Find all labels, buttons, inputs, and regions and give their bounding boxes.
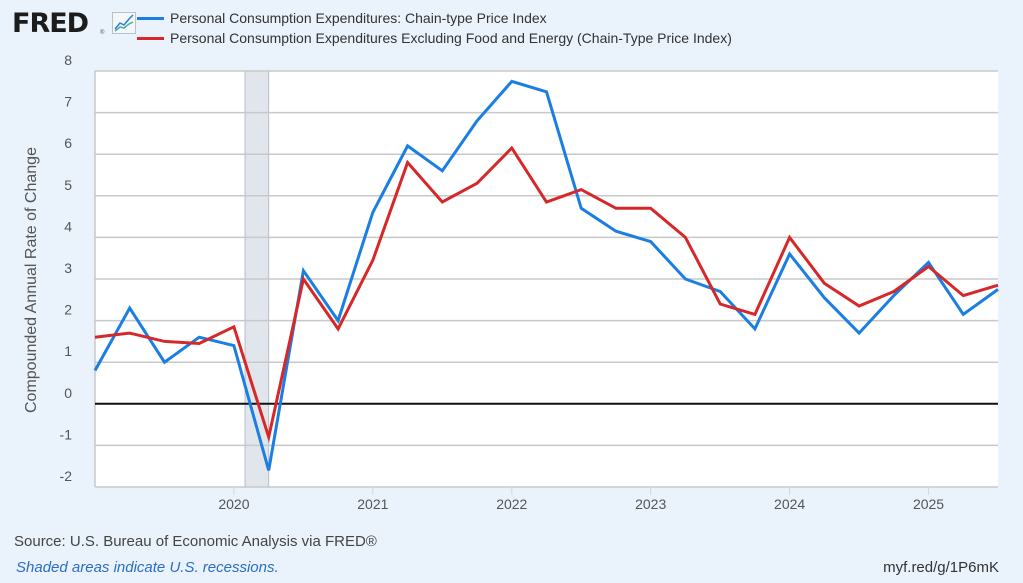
series-layer <box>93 79 999 471</box>
y-tick-label: 1 <box>64 343 72 359</box>
x-tick-label: 2021 <box>357 496 388 512</box>
y-tick-label: 5 <box>64 177 72 193</box>
x-tick-label: 2024 <box>774 496 805 512</box>
short-url[interactable]: myf.red/g/1P6mK <box>883 559 999 576</box>
y-tick-label: 7 <box>64 94 72 110</box>
y-tick-label: -2 <box>60 468 73 484</box>
series-line-core-pce <box>94 145 999 443</box>
y-tick-label: -1 <box>60 426 73 442</box>
y-tick-label: 3 <box>64 260 72 276</box>
y-tick-label: 4 <box>64 218 72 234</box>
fred-logo[interactable]: FRED <box>12 8 89 39</box>
line-chart-icon <box>112 12 136 34</box>
x-tick-label: 2023 <box>635 496 666 512</box>
y-tick-label: 6 <box>64 135 72 151</box>
y-tick-label: 0 <box>64 385 72 401</box>
x-tick-label: 2022 <box>496 496 527 512</box>
legend-label-core-pce: Personal Consumption Expenditures Exclud… <box>170 30 732 46</box>
legend-swatch-pce <box>137 17 164 20</box>
fred-registered-mark: ® <box>100 30 105 36</box>
y-tick-label: 8 <box>64 52 72 68</box>
x-tick-label: 2025 <box>913 496 944 512</box>
legend-swatch-core-pce <box>137 37 164 40</box>
x-tick-labels: 2020 2021 2022 2023 2024 2025 <box>218 487 944 512</box>
legend-label-pce: Personal Consumption Expenditures: Chain… <box>170 10 547 26</box>
x-tick-label: 2020 <box>218 496 249 512</box>
source-text: Source: U.S. Bureau of Economic Analysis… <box>14 533 377 550</box>
series-line-pce <box>93 79 999 471</box>
y-tick-label: 2 <box>64 302 72 318</box>
y-tick-labels: -2 -1 0 1 2 3 4 5 6 7 8 <box>60 52 73 484</box>
recession-note[interactable]: Shaded areas indicate U.S. recessions. <box>16 559 279 576</box>
